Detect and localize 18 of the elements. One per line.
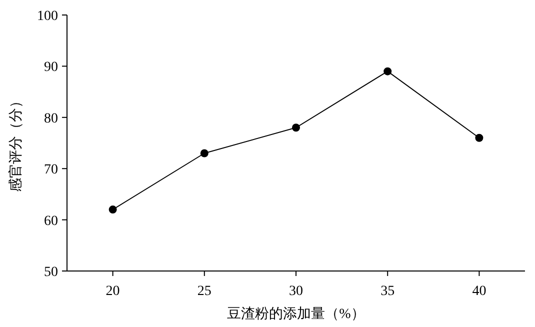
point bbox=[384, 67, 392, 76]
y-tick-label: 50 bbox=[44, 265, 58, 280]
x-tick-label: 35 bbox=[380, 284, 395, 299]
x-tick-label: 20 bbox=[106, 284, 120, 299]
x-axis-title: 豆渣粉的添加量（%） bbox=[227, 306, 365, 322]
y-tick-label: 100 bbox=[37, 9, 58, 24]
point bbox=[475, 134, 484, 142]
x-tick-label: 40 bbox=[472, 284, 486, 299]
point bbox=[108, 206, 117, 214]
y-tick-label: 90 bbox=[44, 60, 58, 76]
point bbox=[292, 124, 300, 132]
x-tick-label: 30 bbox=[289, 284, 303, 299]
y-tick-label: 80 bbox=[44, 111, 58, 126]
y-axis-title: 感官评分（分） bbox=[8, 94, 24, 192]
y-tick-label: 60 bbox=[44, 214, 58, 229]
y-tick-label: 70 bbox=[44, 162, 58, 178]
x-tick-label: 25 bbox=[197, 284, 212, 299]
point bbox=[200, 149, 208, 158]
